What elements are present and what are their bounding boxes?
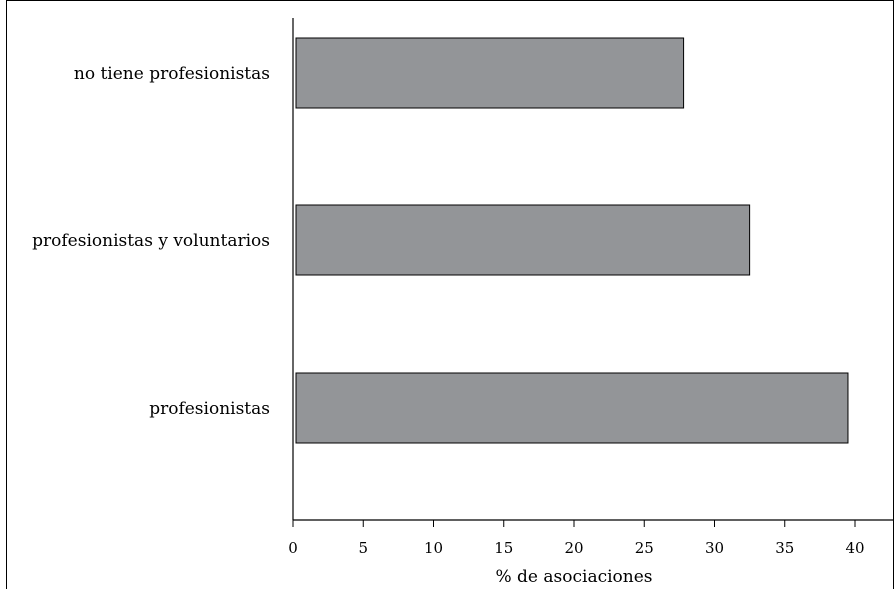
bar-0 xyxy=(295,37,685,109)
category-label-0: no tiene profesionistas xyxy=(74,64,270,84)
x-tick-label-6: 30 xyxy=(705,539,724,557)
x-tick-label-2: 10 xyxy=(424,539,443,557)
x-tick-label-7: 35 xyxy=(775,539,794,557)
x-tick-label-1: 5 xyxy=(358,539,368,557)
x-tick-label-3: 15 xyxy=(494,539,513,557)
bar-2 xyxy=(295,372,849,444)
category-label-2: profesionistas xyxy=(149,399,270,419)
bar-1 xyxy=(295,204,751,276)
x-tick-label-5: 25 xyxy=(635,539,654,557)
x-tick-label-8: 40 xyxy=(845,539,864,557)
chart-frame xyxy=(6,0,894,589)
x-tick-label-0: 0 xyxy=(288,539,298,557)
category-label-1: profesionistas y voluntarios xyxy=(32,231,270,251)
x-tick-label-4: 20 xyxy=(564,539,583,557)
x-axis-title: % de asociaciones xyxy=(495,567,652,587)
